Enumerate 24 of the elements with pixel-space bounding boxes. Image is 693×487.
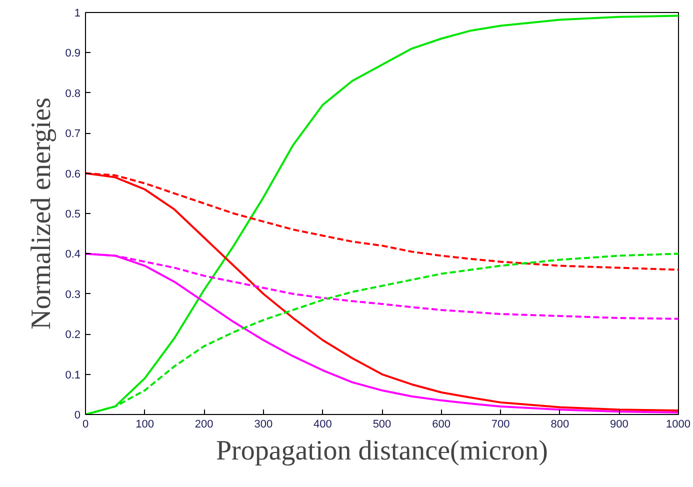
x-tick-label: 200 xyxy=(194,418,214,430)
x-tick-label: 900 xyxy=(610,418,628,430)
y-tick-label: 0.9 xyxy=(65,48,81,60)
y-tick-label: 0.1 xyxy=(65,369,81,382)
x-tick-label: 1000 xyxy=(666,418,691,430)
y-tick-label: 0.6 xyxy=(65,168,81,180)
x-axis-title: Propagation distance(micron) xyxy=(216,436,548,466)
y-tick-label: 0.2 xyxy=(65,329,81,342)
x-tick-label: 0 xyxy=(82,418,89,430)
y-tick-label: 0 xyxy=(74,410,81,422)
x-tick-label: 400 xyxy=(314,418,332,430)
y-tick-label: 0.4 xyxy=(65,248,81,261)
x-tick-label: 500 xyxy=(372,418,392,430)
x-tick-label: 600 xyxy=(432,418,450,430)
y-tick-label: 0.7 xyxy=(65,128,81,140)
y-tick-label: 0.3 xyxy=(65,288,81,301)
y-tick-label: 0.8 xyxy=(65,88,81,100)
x-tick-label: 700 xyxy=(491,418,510,430)
x-tick-label: 800 xyxy=(550,418,570,430)
y-tick-label: 0.5 xyxy=(65,208,81,220)
x-tick-label: 300 xyxy=(254,418,273,430)
x-tick-label: 100 xyxy=(136,418,154,430)
y-tick-label: 1 xyxy=(74,8,81,20)
y-axis-title: Normalized energies xyxy=(26,98,58,330)
